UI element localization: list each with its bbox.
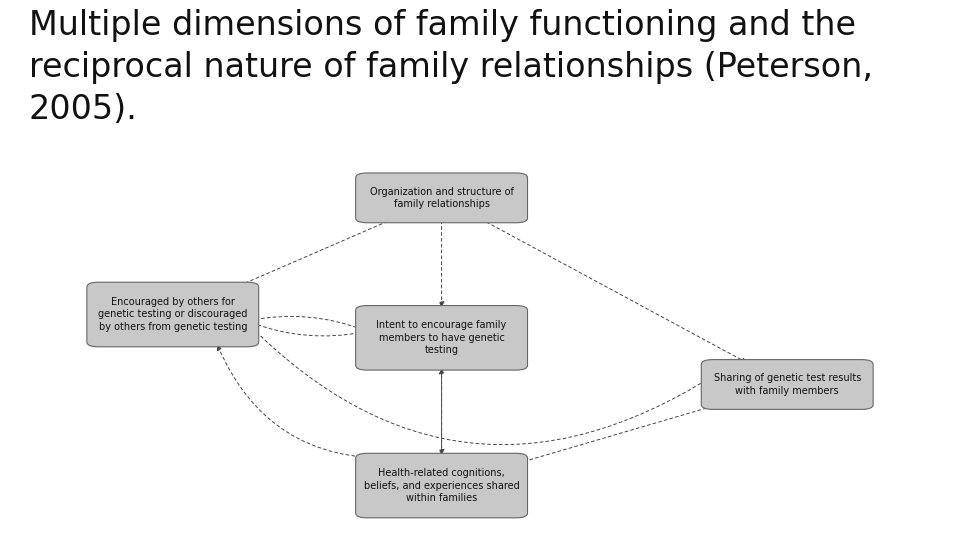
Text: Sharing of genetic test results
with family members: Sharing of genetic test results with fam… bbox=[713, 373, 861, 396]
FancyBboxPatch shape bbox=[355, 306, 528, 370]
Text: Intent to encourage family
members to have genetic
testing: Intent to encourage family members to ha… bbox=[376, 320, 507, 355]
FancyBboxPatch shape bbox=[86, 282, 258, 347]
FancyBboxPatch shape bbox=[355, 173, 528, 222]
Text: Organization and structure of
family relationships: Organization and structure of family rel… bbox=[370, 187, 514, 209]
Text: Health-related cognitions,
beliefs, and experiences shared
within families: Health-related cognitions, beliefs, and … bbox=[364, 468, 519, 503]
FancyBboxPatch shape bbox=[355, 453, 528, 518]
FancyBboxPatch shape bbox=[701, 360, 874, 409]
Text: Multiple dimensions of family functioning and the
reciprocal nature of family re: Multiple dimensions of family functionin… bbox=[29, 9, 873, 126]
Text: Encouraged by others for
genetic testing or discouraged
by others from genetic t: Encouraged by others for genetic testing… bbox=[98, 297, 248, 332]
